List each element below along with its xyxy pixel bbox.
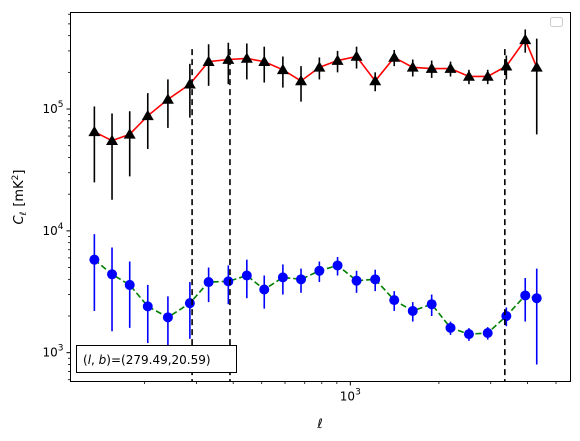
data-point [426, 299, 437, 310]
data-point [331, 54, 344, 65]
x-axis-label: ℓ [316, 417, 322, 432]
legend-box [550, 17, 563, 27]
data-point [444, 62, 457, 73]
annotation-b: b [99, 353, 107, 367]
data-point [369, 74, 382, 86]
data-point [124, 279, 135, 290]
reference-lines [191, 49, 506, 382]
data-point [425, 62, 438, 73]
data-point [481, 70, 494, 81]
data-point [106, 134, 119, 145]
y-tick-label: 104 [42, 222, 63, 238]
svg-text:(l, b)=(279.49,20.59): (l, b)=(279.49,20.59) [83, 353, 211, 367]
y-axis-label-sub: ℓ [19, 212, 29, 217]
data-point [161, 93, 174, 104]
data-point [203, 277, 214, 288]
data-point [531, 293, 542, 304]
data-point [351, 275, 362, 286]
data-point [88, 125, 101, 137]
data-point [530, 61, 543, 72]
data-point [406, 61, 419, 72]
annotation-box [76, 345, 237, 373]
data-point [276, 63, 289, 75]
data-point [141, 109, 154, 121]
data-point [350, 50, 363, 61]
data-point [296, 274, 307, 285]
data-point [314, 265, 325, 276]
data-point [241, 270, 252, 281]
data-point [240, 52, 253, 63]
y-axis-label-unit-close: ] [12, 170, 27, 175]
data-point [445, 322, 456, 333]
data-point [222, 53, 235, 64]
data-point [223, 276, 234, 287]
data-point [202, 55, 215, 66]
y-axis: 103 104 105 [42, 13, 71, 381]
data-layer [88, 29, 543, 365]
data-point [162, 312, 173, 323]
data-point [500, 60, 513, 71]
data-point [501, 311, 512, 322]
data-point [258, 55, 271, 66]
data-point [184, 298, 195, 309]
annotation-value: =(279.49,20.59) [111, 353, 211, 367]
y-axis-label-main: C [12, 214, 27, 224]
svg-text:Cℓ[mK2]: Cℓ [mK2] [11, 170, 29, 225]
series-1 [88, 29, 543, 200]
x-axis: 103 [144, 381, 557, 404]
data-point [183, 78, 196, 89]
data-point [462, 70, 475, 81]
data-point [89, 254, 100, 265]
data-point [463, 329, 474, 340]
data-point [142, 301, 153, 312]
data-point [482, 328, 493, 339]
plot-frame [70, 12, 571, 382]
y-tick-label: 103 [42, 344, 63, 360]
data-point [332, 260, 343, 271]
data-point [107, 269, 118, 280]
data-point [388, 51, 401, 62]
data-point [389, 295, 400, 306]
data-point [277, 272, 288, 283]
data-point [407, 305, 418, 316]
coordinate-annotation: (l, b)=(279.49,20.59) [76, 345, 237, 373]
annotation-l: l [88, 353, 92, 367]
data-point [519, 33, 532, 45]
y-axis-label-unit: [mK [12, 180, 27, 207]
y-tick-label: 105 [42, 100, 63, 116]
data-point [295, 74, 308, 86]
data-point [370, 274, 381, 285]
series-2 [89, 234, 542, 365]
y-axis-label: Cℓ [mK2] [11, 170, 29, 225]
data-point [313, 61, 326, 72]
data-point [259, 284, 270, 295]
x-tick-label: 103 [340, 388, 361, 404]
data-point [520, 290, 531, 301]
y-axis-label-unit-sup: 2 [11, 175, 21, 181]
data-point [123, 128, 136, 139]
